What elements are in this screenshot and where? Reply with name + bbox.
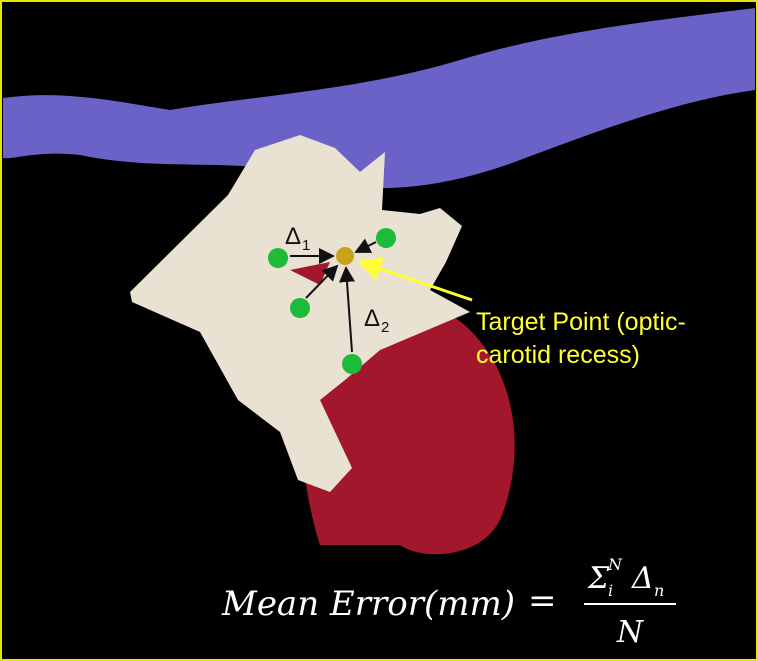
formula-sum-upper: N — [607, 555, 623, 574]
formula-term: Δ — [631, 561, 654, 596]
formula-lhs: Mean Error(mm) — [221, 584, 515, 624]
delta-symbol: Δ — [364, 305, 380, 332]
target-label: Target Point (optic- — [476, 308, 686, 336]
delta-symbol: Δ — [285, 223, 301, 250]
figure: Δ 1 Δ 2 Target Point (optic- carotid rec… — [0, 0, 758, 661]
formula-sum-lower: i — [608, 581, 613, 600]
target-label: carotid recess) — [476, 341, 640, 369]
delta-subscript: 1 — [302, 237, 310, 254]
landmark — [268, 248, 288, 268]
page: {"annotations": { "delta_1": {"symbol": … — [0, 0, 758, 661]
landmark — [290, 298, 310, 318]
formula-term-subscript: n — [654, 581, 664, 600]
landmark — [342, 354, 362, 374]
formula-equals: = — [528, 581, 557, 621]
delta-subscript: 2 — [381, 319, 389, 336]
target-point — [336, 247, 354, 265]
formula-denominator: N — [616, 615, 645, 650]
landmark — [376, 228, 396, 248]
body: Δ 1 Δ 2 Target Point (optic- carotid rec… — [0, 0, 758, 661]
formula-sum: Σ — [587, 561, 610, 596]
